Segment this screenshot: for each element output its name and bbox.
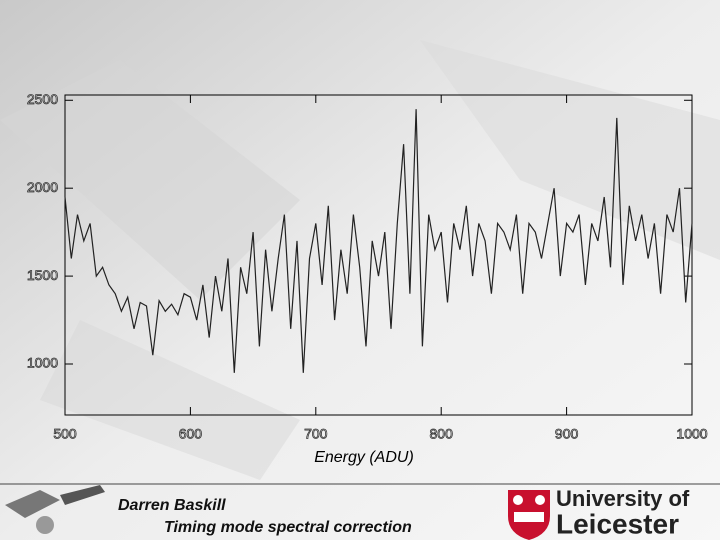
y-tick-label: 1000 <box>27 355 58 371</box>
author: Darren Baskill <box>118 497 226 514</box>
background-shape <box>40 320 300 480</box>
x-tick-label: 500 <box>53 426 77 442</box>
satellite-icon <box>5 485 105 534</box>
x-tick-label: 600 <box>179 426 203 442</box>
background-shape <box>0 60 300 300</box>
x-axis-label: Energy (ADU) <box>314 449 414 466</box>
x-tick-label: 700 <box>304 426 328 442</box>
logo-line-1: University of <box>556 486 690 511</box>
x-tick-label: 900 <box>555 426 579 442</box>
university-crest <box>508 490 550 540</box>
x-tick-label: 1000 <box>676 426 707 442</box>
data-line <box>64 109 693 373</box>
y-tick-label: 1500 <box>27 267 58 283</box>
subtitle: Timing mode spectral correction <box>164 519 412 536</box>
plot-frame <box>64 94 693 416</box>
logo-line-2: Leicester <box>556 508 679 539</box>
x-tick-label: 800 <box>430 426 454 442</box>
y-tick-label: 2500 <box>27 91 58 107</box>
y-tick-label: 2000 <box>27 179 58 195</box>
